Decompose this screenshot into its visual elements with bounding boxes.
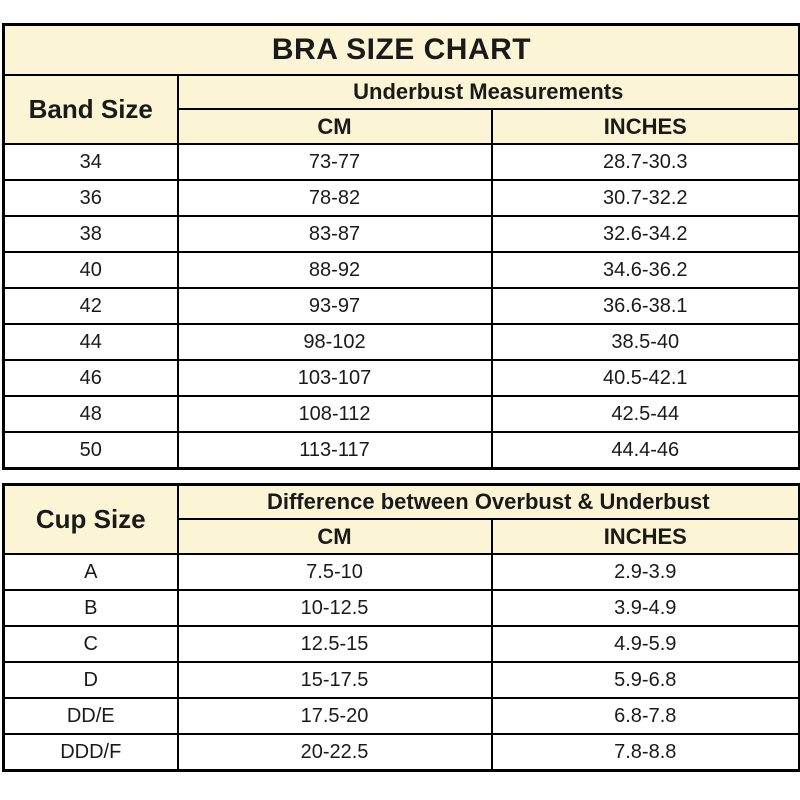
inches-cell: 28.7-30.3: [490, 143, 800, 181]
cm-cell: 93-97: [176, 287, 493, 325]
cm-cell: 20-22.5: [176, 733, 493, 772]
cup-size-column-header: Cup Size: [2, 483, 179, 555]
table-row: 44 98-102 38.5-40: [2, 323, 800, 361]
cup-cell: A: [2, 553, 179, 591]
band-unit-header-row: CM INCHES: [4, 108, 800, 145]
cup-cell: B: [2, 589, 179, 627]
inches-cell: 4.9-5.9: [490, 625, 800, 663]
cup-cell: D: [2, 661, 179, 699]
chart-title-row: BRA SIZE CHART: [2, 23, 800, 76]
band-cell: 36: [2, 179, 179, 217]
band-cell: 40: [2, 251, 179, 289]
band-size-column-header: Band Size: [2, 74, 179, 145]
inches-cell: 2.9-3.9: [490, 553, 800, 591]
band-cell: 44: [2, 323, 179, 361]
cm-cell: 78-82: [176, 179, 493, 217]
inches-cell: 40.5-42.1: [490, 359, 800, 397]
table-row: A 7.5-10 2.9-3.9: [2, 553, 800, 591]
cm-cell: 98-102: [176, 323, 493, 361]
band-cell: 48: [2, 395, 179, 433]
cup-cell: DD/E: [2, 697, 179, 735]
table-row: C 12.5-15 4.9-5.9: [2, 625, 800, 663]
inches-cell: 42.5-44: [490, 395, 800, 433]
cm-cell: 83-87: [176, 215, 493, 253]
cm-cell: 17.5-20: [176, 697, 493, 735]
table-row: 34 73-77 28.7-30.3: [2, 143, 800, 181]
chart-title: BRA SIZE CHART: [2, 23, 800, 76]
difference-group-header: Difference between Overbust & Underbust: [176, 483, 800, 520]
cup-unit-header-row: CM INCHES: [4, 518, 800, 555]
band-group-header-row: Band Size Underbust Measurements: [2, 74, 800, 145]
cm-cell: 108-112: [176, 395, 493, 433]
band-cell: 42: [2, 287, 179, 325]
table-row: D 15-17.5 5.9-6.8: [2, 661, 800, 699]
cm-cell: 88-92: [176, 251, 493, 289]
cup-cell: DDD/F: [2, 733, 179, 772]
inches-cell: 32.6-34.2: [490, 215, 800, 253]
cup-group-header-row: Cup Size Difference between Overbust & U…: [2, 483, 800, 555]
cm-cell: 103-107: [176, 359, 493, 397]
table-row: 48 108-112 42.5-44: [2, 395, 800, 433]
inches-cell: 36.6-38.1: [490, 287, 800, 325]
cm-cell: 73-77: [176, 143, 493, 181]
inches-cell: 34.6-36.2: [490, 251, 800, 289]
cm-cell: 12.5-15: [176, 625, 493, 663]
table-row: 42 93-97 36.6-38.1: [2, 287, 800, 325]
table-row: 40 88-92 34.6-36.2: [2, 251, 800, 289]
cup-size-table: Cup Size Difference between Overbust & U…: [2, 483, 800, 772]
band-inches-column-header: INCHES: [490, 108, 800, 145]
band-cell: 50: [2, 431, 179, 470]
inches-cell: 44.4-46: [490, 431, 800, 470]
table-row: 36 78-82 30.7-32.2: [2, 179, 800, 217]
band-size-table: BRA SIZE CHART Band Size Underbust Measu…: [2, 23, 800, 470]
table-row: 38 83-87 32.6-34.2: [2, 215, 800, 253]
cm-cell: 113-117: [176, 431, 493, 470]
table-row: DDD/F 20-22.5 7.8-8.8: [2, 733, 800, 772]
band-cell: 38: [2, 215, 179, 253]
underbust-group-header: Underbust Measurements: [176, 74, 800, 110]
cup-cell: C: [2, 625, 179, 663]
inches-cell: 30.7-32.2: [490, 179, 800, 217]
inches-cell: 38.5-40: [490, 323, 800, 361]
band-cell: 34: [2, 143, 179, 181]
cm-cell: 7.5-10: [176, 553, 493, 591]
inches-cell: 5.9-6.8: [490, 661, 800, 699]
table-row: 46 103-107 40.5-42.1: [2, 359, 800, 397]
cup-inches-column-header: INCHES: [490, 518, 800, 555]
band-cell: 46: [2, 359, 179, 397]
inches-cell: 7.8-8.8: [490, 733, 800, 772]
inches-cell: 6.8-7.8: [490, 697, 800, 735]
band-cm-column-header: CM: [176, 108, 493, 145]
cm-cell: 10-12.5: [176, 589, 493, 627]
cm-cell: 15-17.5: [176, 661, 493, 699]
inches-cell: 3.9-4.9: [490, 589, 800, 627]
table-row: B 10-12.5 3.9-4.9: [2, 589, 800, 627]
cup-cm-column-header: CM: [176, 518, 493, 555]
table-row: DD/E 17.5-20 6.8-7.8: [2, 697, 800, 735]
table-row: 50 113-117 44.4-46: [2, 431, 800, 470]
